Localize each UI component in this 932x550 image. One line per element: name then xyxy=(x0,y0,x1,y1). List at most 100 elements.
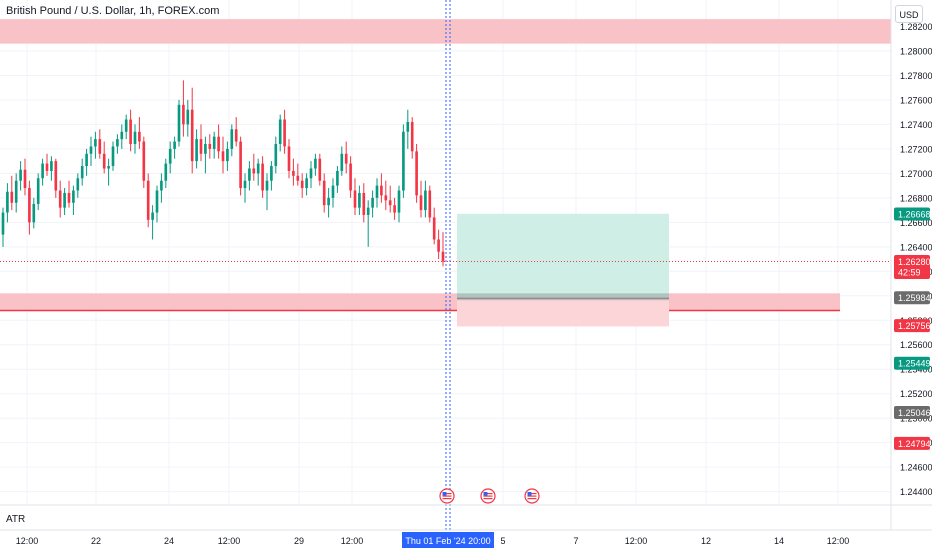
candle xyxy=(190,87,194,174)
candle-body xyxy=(336,170,339,186)
candle-body xyxy=(155,190,159,213)
candle xyxy=(67,180,71,208)
candle xyxy=(72,185,75,215)
price-label-bg xyxy=(894,356,930,370)
candle xyxy=(116,134,119,154)
candle xyxy=(274,136,278,174)
candle-body xyxy=(199,139,203,154)
x-tick-label: 12:00 xyxy=(827,536,850,546)
candle xyxy=(296,163,300,186)
candle xyxy=(28,180,31,235)
candle-body xyxy=(146,180,150,220)
candle xyxy=(168,141,172,174)
candle xyxy=(111,141,115,171)
candle-body xyxy=(102,153,106,169)
candle xyxy=(102,141,106,174)
price-label: 1.24794 xyxy=(894,436,931,450)
price-label: 1.26668 xyxy=(894,207,931,221)
candle-body xyxy=(72,190,75,203)
candle-body xyxy=(107,166,110,169)
candle xyxy=(305,173,308,196)
candle xyxy=(138,117,141,149)
x-tick-label: 14 xyxy=(774,536,784,546)
candle-body xyxy=(217,136,220,152)
candle-body xyxy=(300,180,304,189)
candle-body xyxy=(349,163,352,191)
candle-body xyxy=(89,146,93,154)
candle-body xyxy=(234,129,238,142)
candle xyxy=(419,180,423,218)
candle xyxy=(344,141,348,174)
candle-body xyxy=(142,141,146,181)
candle-body xyxy=(380,185,383,196)
candle xyxy=(380,173,383,203)
candle-body xyxy=(168,148,172,164)
candle-body xyxy=(212,136,216,149)
y-tick-label: 1.26400 xyxy=(900,242,932,252)
candle-body xyxy=(50,161,53,171)
candle xyxy=(309,161,313,189)
candle-body xyxy=(85,153,88,167)
candle xyxy=(366,200,370,247)
candle-body xyxy=(151,212,154,220)
candle-body xyxy=(322,180,326,206)
chart-title: British Pound / U.S. Dollar, 1h, FOREX.c… xyxy=(6,5,220,17)
candle xyxy=(120,124,124,149)
candle-body xyxy=(384,195,388,201)
candle xyxy=(278,114,282,152)
us-flag-event-icon-3[interactable] xyxy=(524,488,540,504)
cursor-time-label: Thu 01 Feb '24 20:00 xyxy=(402,532,494,548)
candle-body xyxy=(94,139,97,147)
price-label-text: 1.24794 xyxy=(898,439,931,449)
candle xyxy=(318,153,322,186)
candle xyxy=(349,156,352,198)
candle-body xyxy=(256,163,260,174)
price-label-text: 1.26280 xyxy=(898,257,931,267)
candle-body xyxy=(32,203,36,223)
candle-body xyxy=(10,191,14,203)
x-tick-label: 5 xyxy=(500,536,505,546)
currency-button[interactable]: USD xyxy=(895,5,923,23)
candle-body xyxy=(309,168,313,179)
candle-body xyxy=(195,139,198,162)
y-tick-label: 1.24600 xyxy=(900,463,932,473)
candle xyxy=(129,109,132,152)
candle-body xyxy=(292,170,295,176)
atr-indicator-label[interactable]: ATR xyxy=(6,514,26,525)
candle xyxy=(397,185,401,223)
candle-body xyxy=(120,131,124,140)
us-flag-event-icon-1[interactable] xyxy=(439,488,455,504)
candle xyxy=(437,229,440,260)
y-tick-label: 1.27200 xyxy=(900,144,932,154)
candle-body xyxy=(318,158,322,181)
price-label-bg xyxy=(894,255,930,280)
price-label-text: 1.25984 xyxy=(898,293,931,303)
candle xyxy=(164,158,168,189)
candle xyxy=(300,173,304,198)
candle xyxy=(331,178,335,208)
candle xyxy=(239,136,242,196)
candle xyxy=(375,178,379,208)
y-tick-label: 1.27000 xyxy=(900,169,932,179)
price-label-text: 1.25449 xyxy=(898,359,931,369)
candle xyxy=(14,173,18,213)
time-axis: 12:00 22 24 12:00 29 12:00 5 7 12:00 12 14 12:00 Thu… xyxy=(16,532,850,548)
candle xyxy=(248,161,251,191)
y-tick-label: 1.25600 xyxy=(900,340,932,350)
candle xyxy=(173,136,176,159)
candle xyxy=(23,158,27,196)
candles xyxy=(1,80,445,267)
candle xyxy=(41,158,44,186)
candle xyxy=(353,178,357,215)
price-label-text: 1.25756 xyxy=(898,321,931,331)
candle xyxy=(204,136,207,174)
candle xyxy=(146,173,150,228)
candle xyxy=(252,153,256,181)
candle-body xyxy=(6,191,9,213)
candle xyxy=(76,173,80,198)
candle xyxy=(212,131,216,159)
candle xyxy=(19,161,22,191)
us-flag-event-icon-2[interactable] xyxy=(480,488,496,504)
candle-body xyxy=(41,163,44,179)
